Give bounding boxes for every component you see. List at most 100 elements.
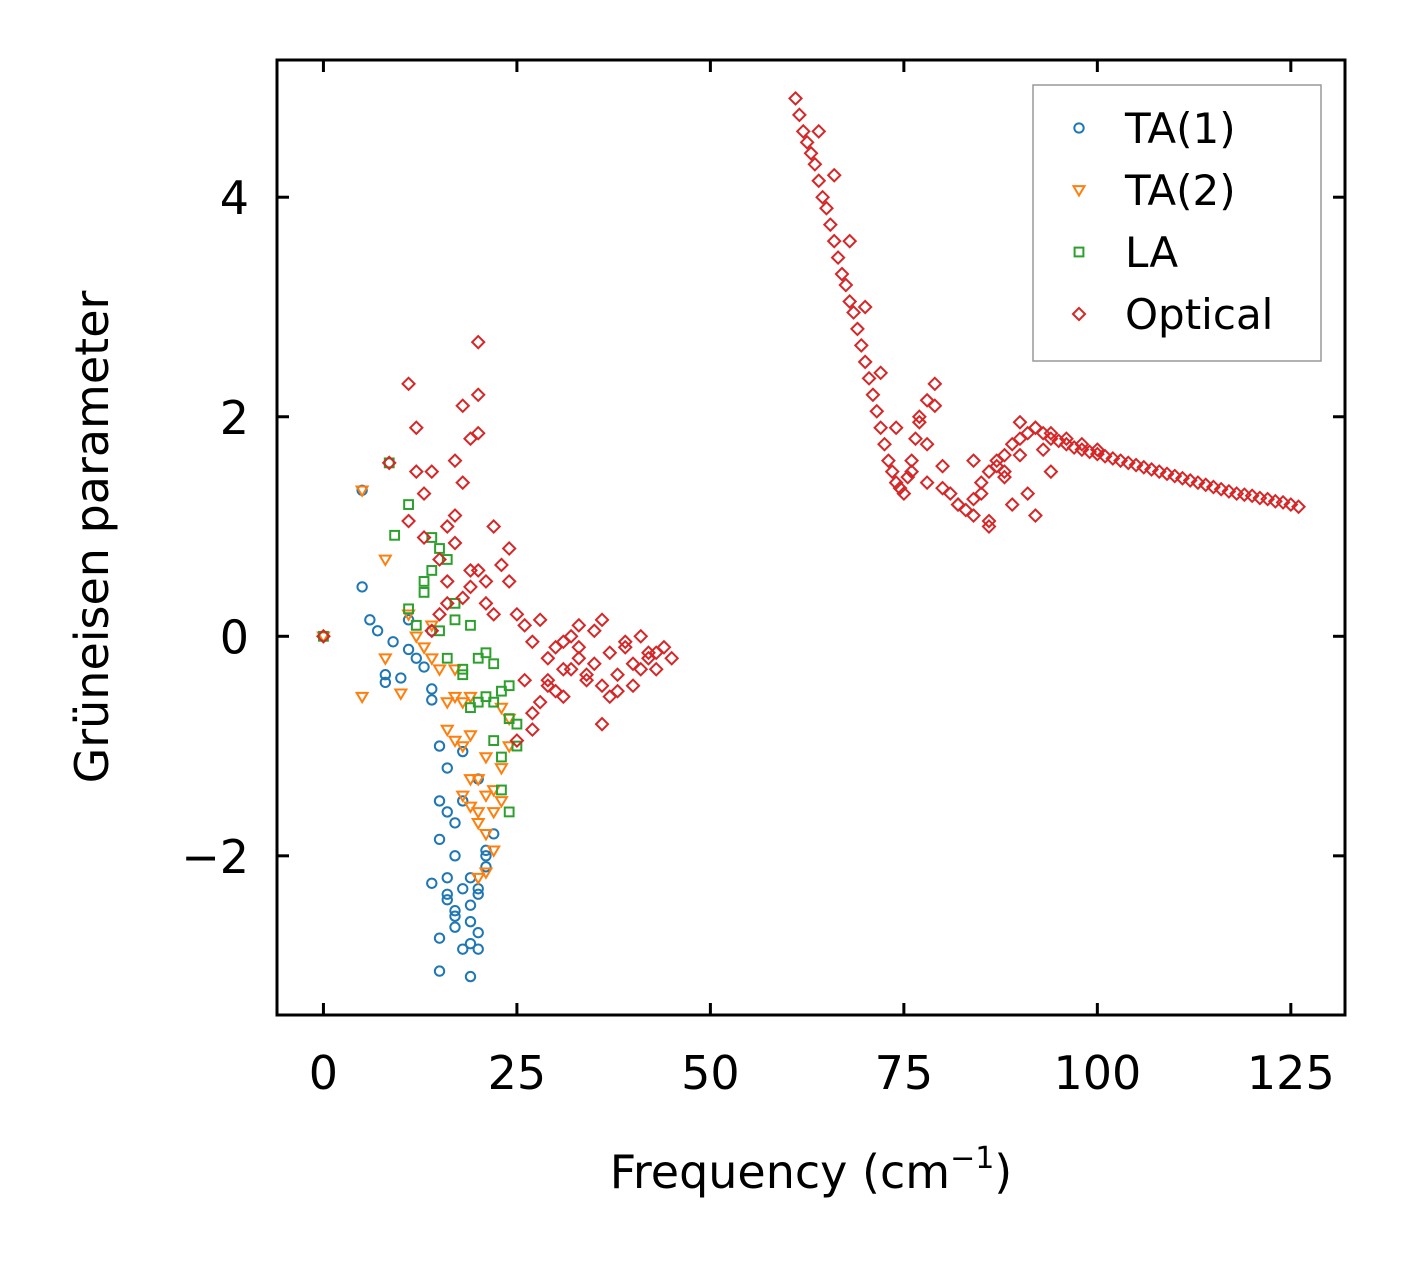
data-point <box>1159 466 1175 482</box>
data-point <box>900 469 916 485</box>
data-point <box>433 740 446 752</box>
data-point <box>1167 468 1183 484</box>
data-point <box>371 625 384 637</box>
data-point <box>892 480 908 496</box>
data-point <box>1128 457 1144 473</box>
data-point <box>1089 442 1105 458</box>
data-point <box>434 625 445 637</box>
x-tick-label: 75 <box>875 1046 934 1100</box>
data-point <box>434 543 445 554</box>
data-point <box>1113 453 1129 469</box>
data-point <box>381 455 397 471</box>
data-point <box>496 685 507 697</box>
data-point <box>594 716 610 732</box>
data-point <box>416 530 432 545</box>
data-point <box>494 796 509 809</box>
data-point <box>441 762 453 774</box>
data-point <box>1205 479 1221 495</box>
data-point <box>927 376 943 392</box>
data-point <box>433 833 446 846</box>
data-point <box>846 305 862 320</box>
x-tick-label: 125 <box>1247 1046 1335 1100</box>
data-point <box>441 554 453 565</box>
data-point <box>449 921 461 933</box>
x-tick-label: 100 <box>1053 1046 1141 1100</box>
data-point <box>463 579 478 595</box>
data-point <box>935 458 951 474</box>
data-point <box>822 217 838 233</box>
data-point <box>364 614 376 626</box>
data-point <box>486 845 501 858</box>
data-point <box>532 694 548 710</box>
data-point <box>1144 461 1159 477</box>
legend-label: Optical <box>1125 290 1273 339</box>
data-point <box>424 653 440 666</box>
data-point <box>426 683 438 695</box>
data-point <box>633 661 649 677</box>
data-point <box>594 612 610 628</box>
data-point <box>571 617 587 633</box>
data-point <box>873 365 889 381</box>
data-point <box>478 752 494 765</box>
legend: TA(1) TA(2) LA Optical <box>1032 84 1322 362</box>
data-point <box>617 634 633 650</box>
data-point <box>455 590 471 606</box>
y-tick-label: 2 <box>220 391 249 445</box>
data-point <box>418 586 430 598</box>
data-point <box>496 751 507 763</box>
data-point <box>1012 414 1028 430</box>
data-point <box>594 678 610 694</box>
data-point <box>1074 442 1090 458</box>
data-point <box>1244 488 1260 504</box>
data-point <box>884 464 900 480</box>
data-point <box>1198 477 1214 493</box>
data-point <box>935 480 951 496</box>
data-point <box>842 233 858 249</box>
data-point <box>950 497 966 513</box>
data-point <box>433 965 446 977</box>
data-point <box>486 606 502 622</box>
data-point <box>472 926 484 939</box>
data-point <box>447 535 463 551</box>
data-point <box>633 628 649 644</box>
data-point <box>472 652 484 664</box>
data-point <box>433 932 446 944</box>
data-point <box>1120 455 1136 471</box>
data-point <box>1043 431 1059 447</box>
data-point <box>441 888 453 900</box>
x-tick-label: 0 <box>309 1046 338 1100</box>
data-point <box>861 370 877 386</box>
legend-label: TA(2) <box>1124 166 1236 215</box>
data-point <box>457 669 469 681</box>
data-point <box>354 691 370 705</box>
data-point <box>911 409 927 425</box>
data-point <box>455 475 471 491</box>
data-point <box>478 829 494 842</box>
plot-frame <box>275 58 1347 1017</box>
data-point <box>1004 497 1020 513</box>
data-point <box>826 233 842 249</box>
data-point <box>532 612 548 628</box>
data-point <box>524 634 540 650</box>
data-point <box>410 652 422 664</box>
x-tick-label: 50 <box>681 1046 740 1100</box>
data-points <box>315 90 1307 983</box>
data-point <box>441 806 453 818</box>
data-point <box>1175 470 1190 486</box>
data-point <box>853 337 869 353</box>
data-point <box>408 464 424 480</box>
data-point <box>457 943 469 955</box>
data-point <box>973 486 989 502</box>
data-point <box>1043 464 1059 480</box>
y-axis-title: Grüneisen parameter <box>65 290 119 783</box>
data-point <box>494 702 509 716</box>
data-point <box>472 888 484 900</box>
data-point <box>379 676 392 689</box>
data-point <box>449 910 461 922</box>
data-point <box>389 529 401 541</box>
data-point <box>1082 444 1098 460</box>
x-tick-label: 25 <box>488 1046 547 1100</box>
data-point <box>408 420 424 436</box>
data-point <box>503 680 515 692</box>
